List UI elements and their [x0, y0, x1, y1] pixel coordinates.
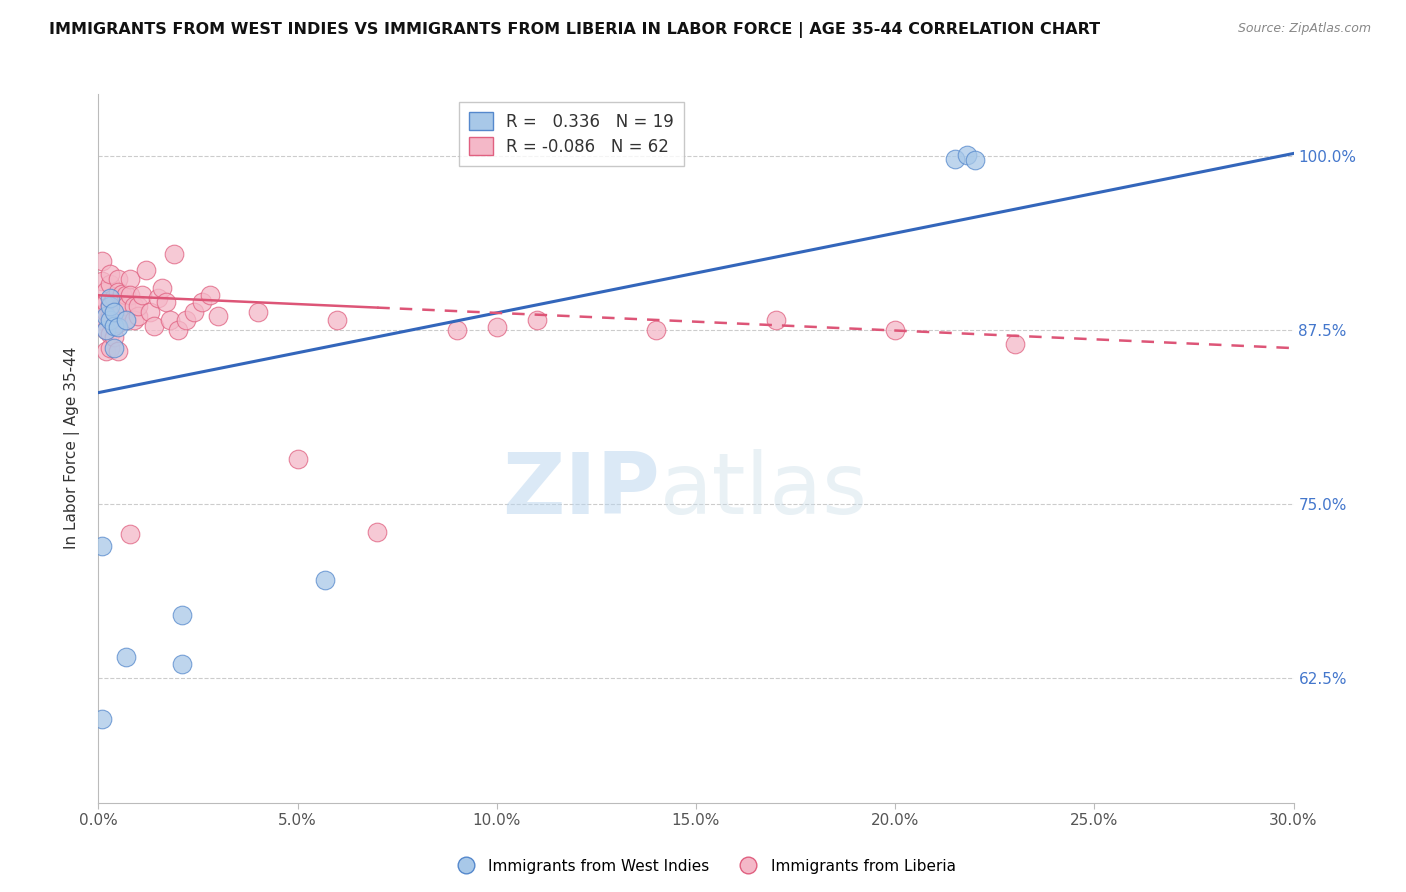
Point	[963, 153, 986, 168]
Point	[143, 318, 166, 333]
Point	[645, 323, 668, 337]
Point	[91, 712, 114, 726]
Point	[163, 246, 186, 260]
Point	[884, 323, 907, 337]
Point	[91, 253, 114, 268]
Point	[103, 305, 125, 319]
Point	[174, 313, 197, 327]
Point	[366, 524, 388, 539]
Point	[183, 305, 205, 319]
Text: ZIP: ZIP	[502, 450, 661, 533]
Point	[111, 302, 134, 317]
Point	[956, 148, 979, 162]
Point	[155, 295, 177, 310]
Point	[91, 298, 114, 312]
Point	[96, 323, 118, 337]
Text: IMMIGRANTS FROM WEST INDIES VS IMMIGRANTS FROM LIBERIA IN LABOR FORCE | AGE 35-4: IMMIGRANTS FROM WEST INDIES VS IMMIGRANT…	[49, 22, 1101, 38]
Point	[120, 271, 142, 285]
Point	[96, 343, 118, 358]
Point	[96, 305, 118, 319]
Point	[148, 291, 170, 305]
Point	[172, 657, 194, 671]
Point	[98, 298, 122, 312]
Text: atlas: atlas	[661, 450, 868, 533]
Point	[96, 284, 118, 298]
Point	[96, 309, 118, 323]
Point	[98, 313, 122, 327]
Point	[120, 288, 142, 302]
Y-axis label: In Labor Force | Age 35-44: In Labor Force | Age 35-44	[63, 347, 80, 549]
Point	[1004, 337, 1026, 351]
Point	[98, 327, 122, 342]
Point	[287, 452, 309, 467]
Point	[103, 318, 125, 333]
Point	[98, 291, 122, 305]
Point	[765, 313, 787, 327]
Point	[103, 330, 125, 344]
Point	[91, 313, 114, 327]
Point	[135, 263, 157, 277]
Point	[207, 309, 229, 323]
Point	[124, 313, 146, 327]
Point	[98, 277, 122, 292]
Legend: R =   0.336   N = 19, R = -0.086   N = 62: R = 0.336 N = 19, R = -0.086 N = 62	[460, 102, 683, 166]
Legend: Immigrants from West Indies, Immigrants from Liberia: Immigrants from West Indies, Immigrants …	[444, 853, 962, 880]
Point	[191, 295, 214, 310]
Point	[107, 320, 129, 334]
Point	[115, 649, 138, 664]
Point	[246, 305, 269, 319]
Point	[120, 527, 142, 541]
Point	[111, 286, 134, 301]
Point	[127, 299, 149, 313]
Point	[103, 305, 125, 319]
Point	[150, 281, 173, 295]
Point	[172, 608, 194, 623]
Point	[159, 313, 181, 327]
Point	[198, 288, 221, 302]
Point	[96, 323, 118, 337]
Point	[98, 268, 122, 282]
Point	[115, 288, 138, 302]
Point	[98, 309, 122, 323]
Point	[103, 341, 125, 355]
Point	[326, 313, 349, 327]
Point	[107, 285, 129, 300]
Point	[98, 341, 122, 355]
Point	[526, 313, 548, 327]
Point	[131, 288, 153, 302]
Point	[115, 299, 138, 313]
Point	[103, 291, 125, 305]
Point	[91, 274, 114, 288]
Point	[124, 299, 146, 313]
Point	[91, 539, 114, 553]
Point	[103, 318, 125, 333]
Point	[98, 299, 122, 313]
Point	[446, 323, 468, 337]
Point	[127, 309, 149, 323]
Point	[115, 313, 138, 327]
Point	[107, 302, 129, 317]
Point	[107, 271, 129, 285]
Point	[107, 316, 129, 330]
Point	[115, 313, 138, 327]
Point	[167, 323, 190, 337]
Point	[485, 320, 508, 334]
Point	[96, 295, 118, 310]
Point	[139, 305, 162, 319]
Point	[315, 574, 337, 588]
Point	[943, 152, 966, 166]
Text: Source: ZipAtlas.com: Source: ZipAtlas.com	[1237, 22, 1371, 36]
Point	[107, 343, 129, 358]
